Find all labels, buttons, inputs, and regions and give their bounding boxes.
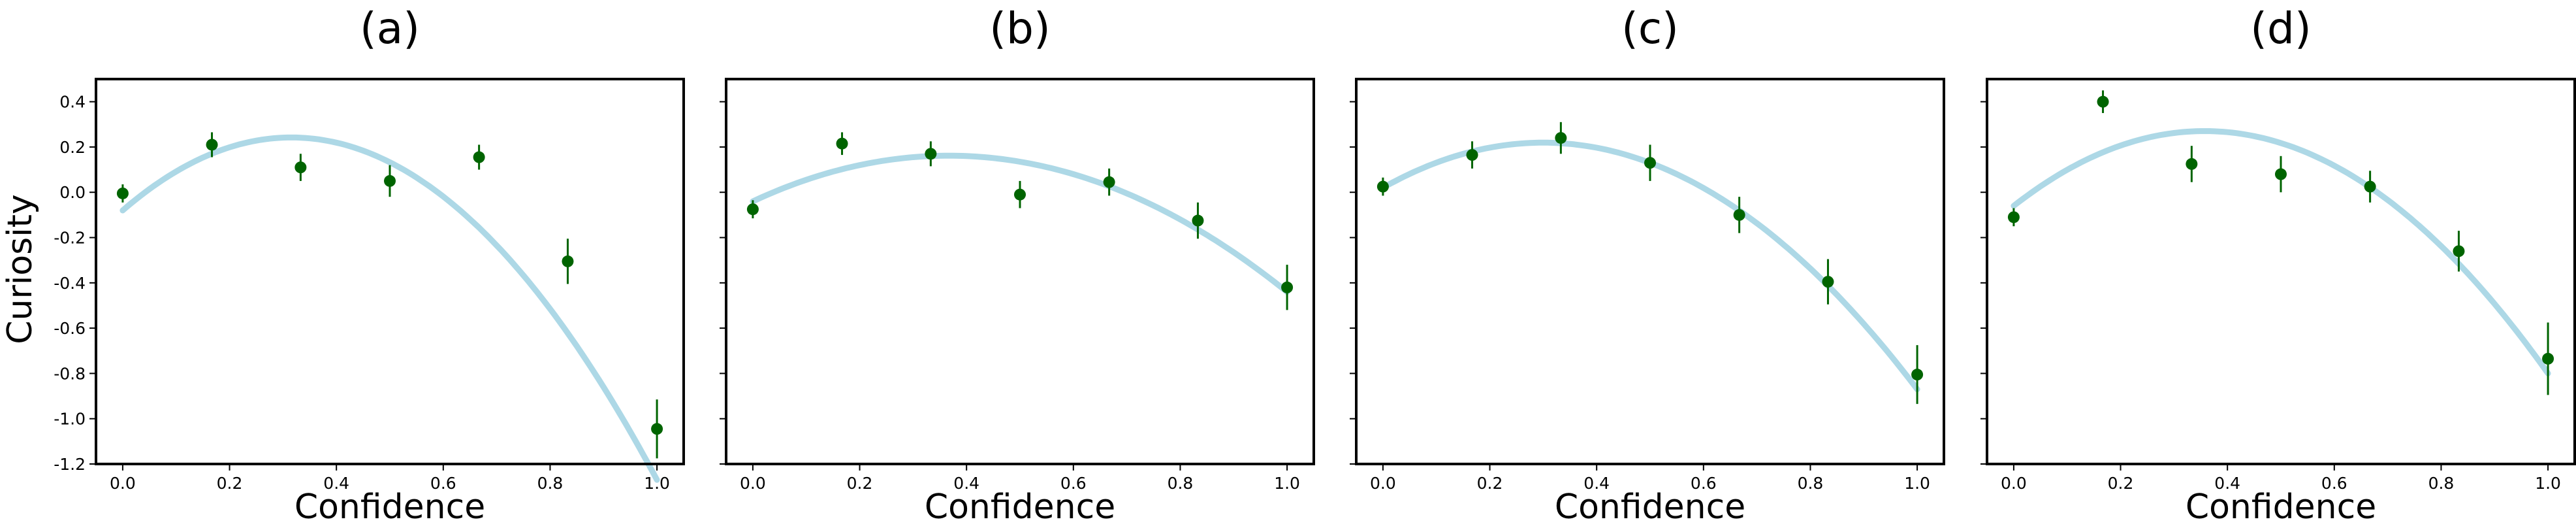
data-point xyxy=(925,148,937,160)
data-point xyxy=(1014,188,1026,201)
panel-title: (b) xyxy=(989,3,1050,54)
data-point xyxy=(1911,369,1924,381)
x-axis-label: Confidence xyxy=(2186,488,2376,527)
x-tick-label: 0.6 xyxy=(2321,474,2347,493)
data-point xyxy=(206,139,218,151)
x-tick-label: 0.4 xyxy=(1583,474,1610,493)
x-tick-label: 0.0 xyxy=(110,474,136,493)
x-tick-label: 0.2 xyxy=(2108,474,2134,493)
chart-panels: (a) 0.0 0.2 0.4 0.6 0.8 1.0 -1.2 -1.0 -0.8 -0.6 -0.… xyxy=(54,3,2576,527)
x-tick-label: 1.0 xyxy=(644,474,670,493)
data-point xyxy=(2186,157,2198,170)
data-point xyxy=(836,137,848,150)
x-tick-label: 0.0 xyxy=(1370,474,1396,493)
data-point xyxy=(1192,214,1204,227)
y-tick-label: -0.2 xyxy=(54,229,86,248)
fit-curve xyxy=(750,152,1290,295)
data-point xyxy=(473,151,485,163)
data-point xyxy=(746,203,759,216)
x-tick-label: 0.2 xyxy=(217,474,243,493)
data-point xyxy=(2453,245,2465,257)
y-tick-label: 0.4 xyxy=(59,93,86,112)
y-tick-label: -0.8 xyxy=(54,364,86,383)
y-tick-label: -1.2 xyxy=(54,455,86,474)
x-tick-label: 0.4 xyxy=(2214,474,2240,493)
axes-frame xyxy=(1986,78,2576,465)
data-point xyxy=(1376,180,1389,193)
x-tick-label: 1.0 xyxy=(1274,474,1300,493)
y-tick-label: 0.0 xyxy=(59,183,86,202)
data-point xyxy=(2007,211,2020,224)
x-axis-label: Confidence xyxy=(294,488,485,527)
y-axis-label: Curiosity xyxy=(1,194,40,344)
x-tick-label: 0.4 xyxy=(323,474,349,493)
data-point xyxy=(2542,352,2554,365)
y-tick-label: -0.4 xyxy=(54,274,86,293)
x-axis-label: Confidence xyxy=(925,488,1115,527)
data-point xyxy=(651,423,663,435)
x-tick-label: 0.2 xyxy=(847,474,873,493)
data-point xyxy=(1281,281,1294,293)
axes-frame xyxy=(1355,78,1945,465)
axes-frame xyxy=(95,78,685,465)
x-tick-label: 0.0 xyxy=(2001,474,2027,493)
x-tick-label: 1.0 xyxy=(2535,474,2561,493)
data-point xyxy=(2364,180,2376,193)
chart-panel-c: (c) 0.0 0.2 0.4 0.6 0.8 1.0 Confidence xyxy=(1350,3,1945,527)
x-tick-label: 1.0 xyxy=(1904,474,1930,493)
data-point xyxy=(294,161,307,174)
data-point xyxy=(2275,168,2287,180)
x-tick-label: 0.6 xyxy=(430,474,456,493)
data-point xyxy=(1644,157,1656,169)
x-tick-label: 0.6 xyxy=(1691,474,1717,493)
chart-panel-d: (d) 0.0 0.2 0.4 0.6 0.8 1.0 Confidence xyxy=(1980,3,2576,527)
x-tick-label: 0.8 xyxy=(537,474,564,493)
x-tick-label: 0.6 xyxy=(1060,474,1087,493)
panel-title: (d) xyxy=(2250,3,2311,54)
x-axis-label: Confidence xyxy=(1555,488,1745,527)
data-point xyxy=(1466,149,1478,161)
x-tick-label: 0.4 xyxy=(953,474,979,493)
data-point xyxy=(1822,276,1834,288)
data-point xyxy=(2097,95,2109,108)
data-point xyxy=(562,255,574,267)
panel-title: (c) xyxy=(1621,3,1679,54)
x-tick-label: 0.2 xyxy=(1477,474,1503,493)
x-tick-label: 0.0 xyxy=(740,474,766,493)
data-point xyxy=(1555,132,1567,144)
y-tick-label: -1.0 xyxy=(54,410,86,429)
data-point xyxy=(1103,176,1115,188)
y-tick-label: 0.2 xyxy=(59,138,86,157)
chart-panel-b: (b) 0.0 0.2 0.4 0.6 0.8 1.0 Confidence xyxy=(720,3,1315,527)
x-tick-label: 0.8 xyxy=(2428,474,2455,493)
data-point xyxy=(384,174,396,187)
x-tick-label: 0.8 xyxy=(1168,474,1194,493)
x-tick-label: 0.8 xyxy=(1798,474,1824,493)
panel-title: (a) xyxy=(360,3,420,54)
axes-frame xyxy=(725,78,1315,465)
chart-panel-a: (a) 0.0 0.2 0.4 0.6 0.8 1.0 -1.2 -1.0 -0.8 -0.6 -0.… xyxy=(54,3,685,527)
data-point xyxy=(116,187,129,199)
y-tick-label: -0.6 xyxy=(54,319,86,338)
data-point xyxy=(1733,208,1745,221)
